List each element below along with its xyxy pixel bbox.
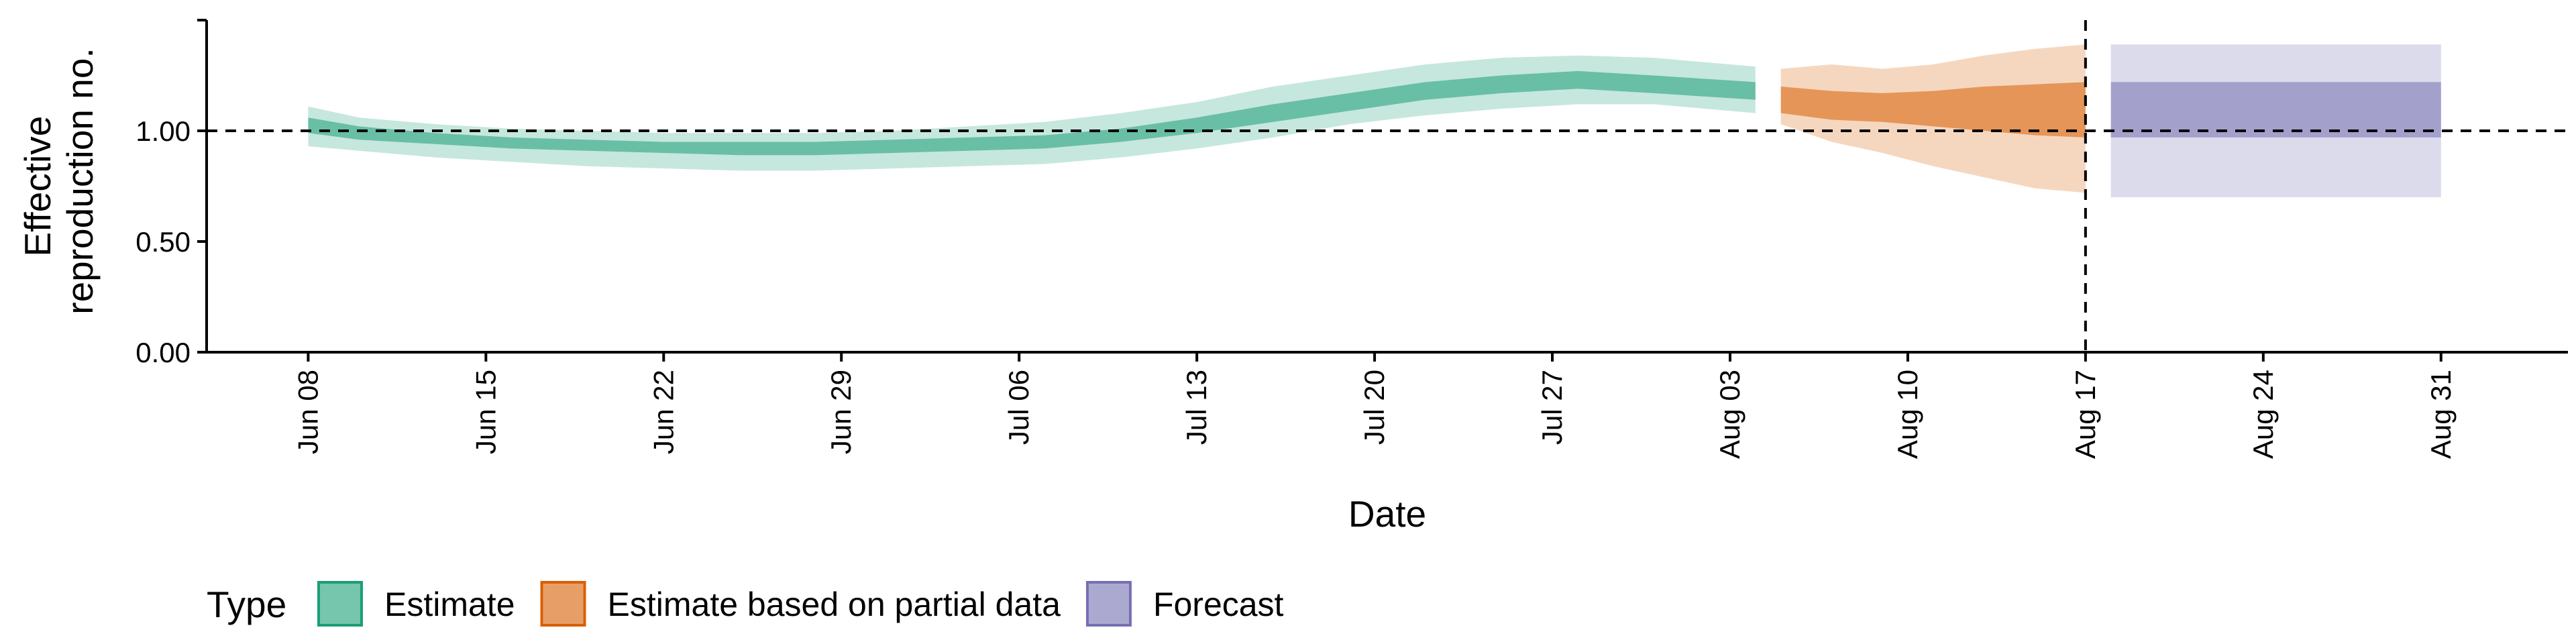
x-tick-label: Jun 29	[825, 370, 857, 454]
x-tick-label: Aug 17	[2070, 370, 2101, 459]
y-tick-label: 1.00	[136, 115, 191, 147]
legend-swatch-estimate-based-on-partial-data	[540, 581, 586, 627]
y-axis-ticks: 0.00 0.50 1.00	[136, 19, 207, 368]
band-90-estimate	[308, 55, 1756, 171]
x-tick-label: Aug 24	[2247, 370, 2279, 459]
y-tick-label: 0.00	[136, 337, 191, 368]
x-tick-label: Jun 08	[292, 370, 323, 454]
x-tick-label: Jul 27	[1536, 370, 1568, 445]
band-50-estimate	[308, 70, 1756, 156]
x-tick-label: Jun 22	[647, 370, 679, 454]
x-axis-ticks: Jun 08 Jun 15 Jun 22 Jun 29 Jul 06 Jul 13 Jul …	[292, 352, 2457, 459]
chart-axes	[205, 20, 2568, 354]
legend-swatch-estimate	[317, 581, 363, 627]
legend-label-forecast: Forecast	[1153, 586, 1284, 623]
chart-bands	[308, 44, 2441, 197]
x-tick-label: Jul 13	[1181, 370, 1212, 445]
y-axis-title-line-1: Effective	[17, 116, 58, 257]
legend-swatch-forecast	[1085, 581, 1132, 627]
legend-label-estimate: Estimate	[384, 586, 515, 623]
x-tick-label: Aug 03	[1714, 370, 1746, 459]
legend-title: Type	[207, 584, 286, 625]
legend: Type Estimate Estimate based on partial d…	[207, 581, 1284, 627]
band-50-forecast	[2110, 82, 2441, 138]
x-axis-title: Date	[1348, 493, 1426, 535]
y-tick-label: 0.50	[136, 226, 191, 258]
band-50-estimate-based-on-partial-data	[1780, 82, 2086, 138]
x-tick-label: Aug 31	[2425, 370, 2457, 459]
x-tick-label: Jul 20	[1358, 370, 1390, 445]
x-tick-label: Jun 15	[470, 370, 501, 454]
x-tick-label: Aug 10	[1892, 370, 1923, 459]
y-axis-title: Effective reproduction no.	[17, 48, 101, 315]
x-tick-label: Jul 06	[1003, 370, 1034, 445]
legend-label-estimate-based-on-partial-data: Estimate based on partial data	[608, 586, 1061, 623]
y-axis-title-line-2: reproduction no.	[59, 48, 101, 315]
